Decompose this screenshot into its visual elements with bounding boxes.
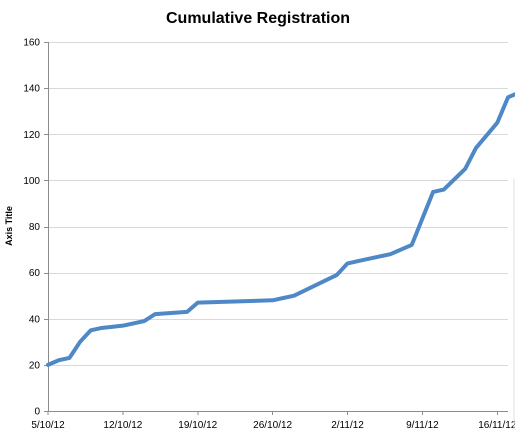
data-point xyxy=(78,340,82,344)
y-tick-label: 20 xyxy=(29,360,41,371)
x-tick-label: 16/11/12 xyxy=(478,420,515,431)
data-point xyxy=(506,95,510,99)
data-point xyxy=(99,326,103,330)
y-tick-label: 0 xyxy=(34,407,40,418)
series-line xyxy=(46,92,515,367)
data-point xyxy=(335,273,339,277)
data-point xyxy=(378,254,382,258)
y-tick-label: 160 xyxy=(23,38,40,49)
y-tick-label: 100 xyxy=(23,176,40,187)
x-tick-label: 26/10/12 xyxy=(253,420,292,431)
y-tick-label: 60 xyxy=(29,268,41,279)
data-point xyxy=(474,146,478,150)
data-point xyxy=(121,324,125,328)
data-point xyxy=(495,121,499,125)
data-point xyxy=(356,259,360,263)
data-point xyxy=(142,319,146,323)
data-point xyxy=(463,167,467,171)
data-point xyxy=(442,188,446,192)
x-tick-label: 2/11/12 xyxy=(331,420,364,431)
data-point xyxy=(185,310,189,314)
series-layer xyxy=(46,92,515,367)
data-point xyxy=(281,296,285,300)
gridlines xyxy=(48,42,508,366)
data-point xyxy=(431,190,435,194)
chart-title: Cumulative Registration xyxy=(166,10,350,27)
data-point xyxy=(67,356,71,360)
y-tick-label: 80 xyxy=(29,222,41,233)
x-tick-label: 9/11/12 xyxy=(406,420,439,431)
data-point xyxy=(46,363,50,367)
data-point xyxy=(410,243,414,247)
data-point xyxy=(57,358,61,362)
data-point xyxy=(388,252,392,256)
data-point xyxy=(346,261,350,265)
data-point xyxy=(89,328,93,332)
data-point xyxy=(153,312,157,316)
x-tick-label: 5/10/12 xyxy=(31,420,65,431)
data-point xyxy=(292,294,296,298)
data-point xyxy=(196,301,200,305)
data-point xyxy=(271,298,275,302)
y-tick-label: 40 xyxy=(29,314,41,325)
x-tick-labels: 5/10/12 12/10/12 19/10/12 26/10/12 2/11/12 9/… xyxy=(31,420,515,431)
y-tick-label: 120 xyxy=(23,130,40,141)
y-tick-labels: 0 20 40 60 80 100 120 140 160 xyxy=(23,38,40,418)
y-axis-title: Axis Title xyxy=(4,206,14,246)
y-tick-label: 140 xyxy=(23,84,40,95)
axes xyxy=(44,42,508,415)
x-tick-label: 19/10/12 xyxy=(178,420,217,431)
x-tick-label: 12/10/12 xyxy=(103,420,142,431)
